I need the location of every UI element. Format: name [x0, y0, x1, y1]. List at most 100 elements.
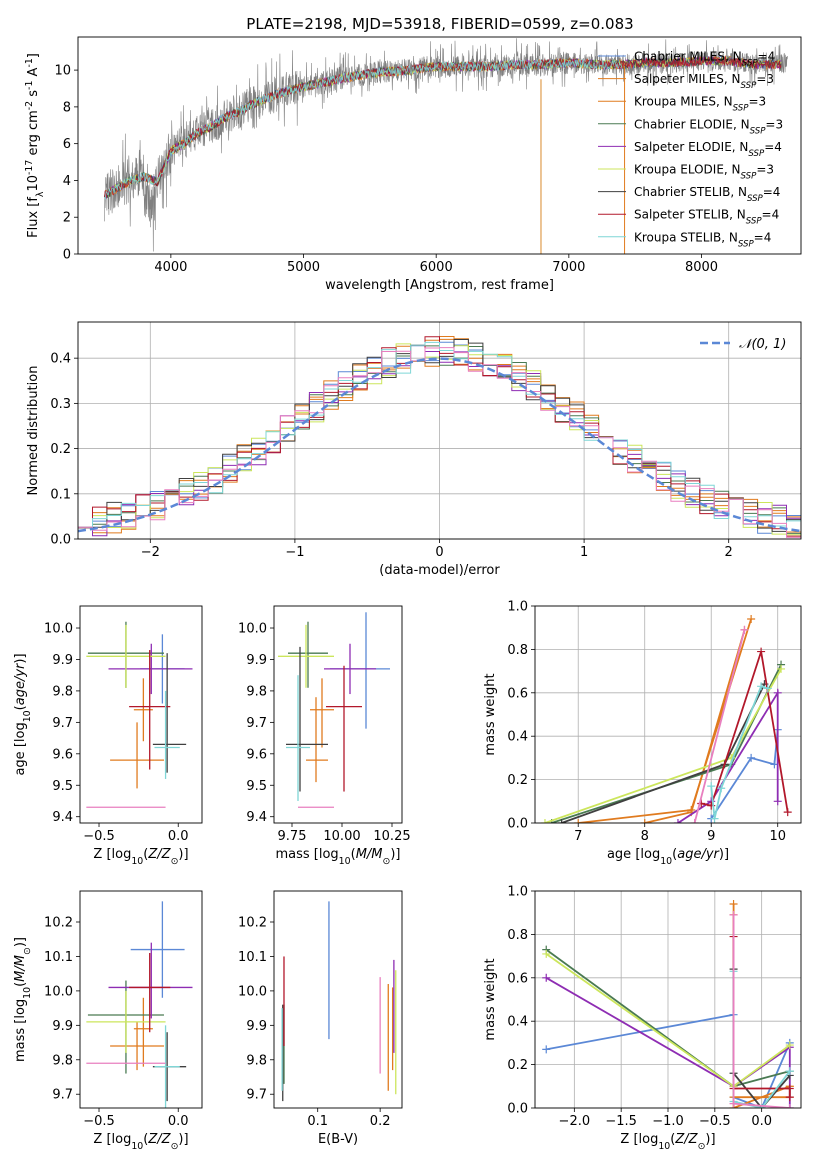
y-tick-label: 0.8 — [507, 643, 528, 658]
y-tick-label: 0.2 — [507, 1058, 528, 1073]
y-tick-label: 9.4 — [52, 810, 73, 825]
x-tick-label: 6000 — [420, 260, 453, 275]
legend-label: Chabrier MILES, NSSP=4 — [634, 50, 775, 69]
y-tick-label: 9.6 — [246, 747, 267, 762]
mass-weight-marker — [710, 814, 719, 823]
axes-frame — [77, 321, 802, 540]
legend-label: Kroupa ELODIE, NSSP=3 — [634, 163, 774, 182]
y-tick-label: 10.1 — [44, 950, 73, 965]
x-tick-label: −2 — [141, 545, 160, 560]
mass-weight-marker — [785, 1093, 794, 1102]
plot-area-massweight-vs-Z — [542, 900, 794, 1108]
mass-weight-marker — [717, 784, 726, 793]
legend-label: Kroupa STELIB, NSSP=4 — [634, 230, 771, 249]
y-tick-label: 0.0 — [507, 817, 528, 832]
y-tick-label: 10.2 — [238, 916, 267, 931]
y-axis-label: mass [log10(M/M⊙)] — [13, 937, 33, 1062]
mass-weight-marker — [542, 1045, 551, 1054]
y-tick-label: 9.9 — [246, 1019, 267, 1034]
legend-label-normal: 𝒩(0, 1) — [739, 337, 786, 352]
y-axis-label: mass weight — [483, 958, 498, 1040]
axes-massweight-vs-age: 7 8 9 10 0.0 0.2 0.4 0.6 0.8 1.0 age [log10(age/yr… — [483, 600, 802, 867]
y-tick-label: 10.0 — [238, 984, 267, 999]
mass-weight-marker — [740, 625, 749, 634]
y-tick-label: 10.0 — [44, 984, 73, 999]
x-tick-label: −1.0 — [652, 1114, 684, 1129]
x-tick-label: −1 — [285, 545, 304, 560]
mass-weight-marker — [757, 682, 766, 691]
spectrum-model-line — [104, 55, 782, 199]
y-tick-label: 0.3 — [50, 397, 71, 412]
plot-area-spectrum — [104, 38, 788, 254]
axes-age-vs-Z: −0.5 0.0 9.4 9.5 9.6 9.7 9.8 9.9 10.0 Z [log10(Z/… — [13, 605, 203, 867]
x-axis-label: (data-model)/error — [379, 563, 500, 578]
y-tick-label: 0.2 — [507, 773, 528, 788]
y-tick-label: 0.6 — [507, 971, 528, 986]
y-tick-label: 9.7 — [52, 1088, 73, 1103]
legend-label: Salpeter STELIB, NSSP=4 — [634, 208, 779, 227]
legend-label: Chabrier ELODIE, NSSP=3 — [634, 117, 783, 136]
axes-frame — [79, 890, 203, 1109]
y-tick-label: 0.0 — [50, 533, 71, 548]
x-tick-label: −0.5 — [83, 1114, 115, 1129]
mass-weight-marker — [773, 688, 782, 697]
x-tick-label: 8000 — [685, 260, 718, 275]
x-axis-label: Z [log10(Z/Z⊙)] — [93, 847, 188, 867]
x-tick-label: 10.00 — [323, 829, 360, 844]
figure-title: PLATE=2198, MJD=53918, FIBERID=0599, z=0… — [246, 15, 633, 33]
y-tick-label: 9.7 — [52, 716, 73, 731]
plot-area-age-vs-Z — [86, 621, 193, 808]
plot-area-residuals — [78, 336, 801, 538]
axes-frame — [534, 890, 802, 1109]
x-tick-label: 7000 — [552, 260, 585, 275]
x-tick-label: 7 — [574, 829, 582, 844]
x-tick-label: 2 — [725, 545, 733, 560]
y-tick-label: 9.9 — [52, 1019, 73, 1034]
mass-weight-marker — [690, 819, 699, 823]
spectrum-legend: Chabrier MILES, NSSP=4 Salpeter MILES, NS… — [598, 50, 783, 249]
x-tick-label: 9.75 — [278, 829, 307, 844]
y-tick-label: 1.0 — [507, 885, 528, 900]
axes-mass-vs-Z: −0.5 0.0 9.7 9.8 9.9 10.0 10.1 10.2 Z [log10(Z/Z… — [13, 890, 203, 1152]
y-tick-label: 0.8 — [507, 928, 528, 943]
y-tick-label: 10.0 — [44, 622, 73, 637]
x-axis-label: mass [log10(M/M⊙)] — [275, 847, 400, 867]
y-tick-label: 0.4 — [507, 1015, 528, 1030]
y-tick-label: 0 — [63, 248, 71, 263]
y-tick-label: 10.0 — [238, 622, 267, 637]
legend-label: Salpeter ELODIE, NSSP=4 — [634, 140, 782, 159]
x-axis-label: age [log10(age/yr)] — [607, 847, 729, 867]
y-tick-label: 10 — [54, 64, 71, 79]
y-tick-label: 9.5 — [52, 779, 73, 794]
y-axis-label: age [log10(age/yr)] — [13, 653, 33, 775]
x-tick-label: 1 — [580, 545, 588, 560]
x-tick-label: −0.5 — [83, 829, 115, 844]
mass-weight-marker — [540, 819, 549, 823]
mass-weight-line — [701, 651, 789, 813]
normal-distribution-curve — [78, 357, 801, 533]
x-tick-label: 0.1 — [307, 1114, 328, 1129]
y-tick-label: 9.9 — [246, 653, 267, 668]
x-tick-label: 0.0 — [168, 1114, 189, 1129]
plot-area-age-vs-mass — [278, 612, 390, 808]
y-tick-label: 9.6 — [52, 747, 73, 762]
mass-weight-marker — [785, 1041, 794, 1050]
y-tick-label: 0.6 — [507, 686, 528, 701]
mass-weight-marker — [785, 1067, 794, 1076]
residual-histogram-step — [78, 347, 801, 538]
mass-weight-line — [693, 629, 746, 823]
residual-histogram-step — [78, 341, 801, 528]
y-tick-label: 9.8 — [52, 1053, 73, 1068]
y-tick-label: 4 — [63, 174, 71, 189]
x-tick-label: 8 — [641, 829, 649, 844]
x-tick-label: 4000 — [154, 260, 187, 275]
y-tick-label: 9.8 — [246, 684, 267, 699]
axes-mass-vs-EBV: 0.1 0.2 9.7 9.8 9.9 10.0 10.1 10.2 E(B-V) — [238, 890, 403, 1147]
x-axis-label: wavelength [Angstrom, rest frame] — [325, 278, 554, 293]
y-tick-label: 9.8 — [246, 1053, 267, 1068]
x-tick-label: 0 — [435, 545, 443, 560]
mass-weight-marker — [785, 1084, 794, 1093]
mass-weight-marker — [729, 1099, 738, 1108]
mass-weight-marker — [763, 684, 772, 693]
